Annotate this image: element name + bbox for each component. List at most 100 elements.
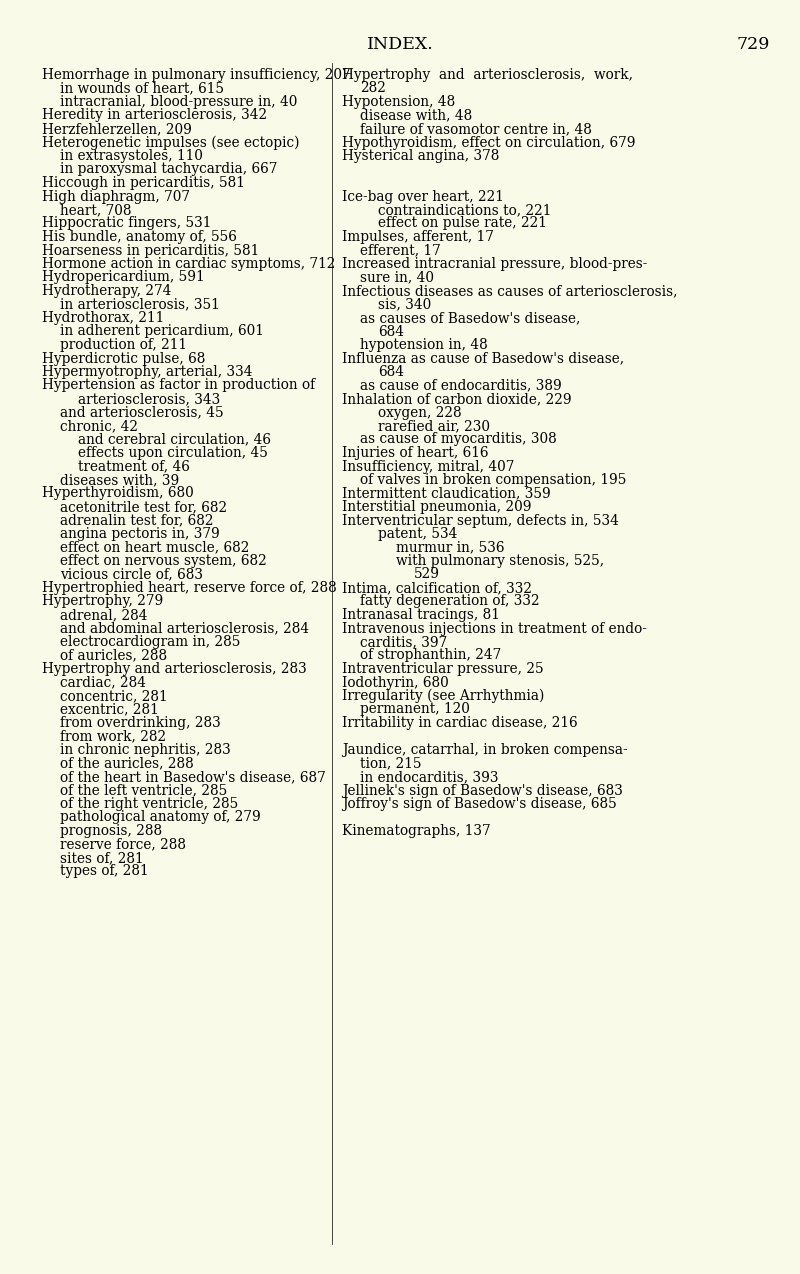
Text: effect on nervous system, 682: effect on nervous system, 682 <box>60 554 266 568</box>
Text: in chronic nephritis, 283: in chronic nephritis, 283 <box>60 743 230 757</box>
Text: in paroxysmal tachycardia, 667: in paroxysmal tachycardia, 667 <box>60 163 278 177</box>
Text: with pulmonary stenosis, 525,: with pulmonary stenosis, 525, <box>396 554 604 568</box>
Text: of valves in broken compensation, 195: of valves in broken compensation, 195 <box>360 473 626 487</box>
Text: Irritability in cardiac disease, 216: Irritability in cardiac disease, 216 <box>342 716 578 730</box>
Text: of the right ventricle, 285: of the right ventricle, 285 <box>60 798 238 812</box>
Text: of the left ventricle, 285: of the left ventricle, 285 <box>60 784 227 798</box>
Text: Hypermyotrophy, arterial, 334: Hypermyotrophy, arterial, 334 <box>42 364 253 378</box>
Text: as causes of Basedow's disease,: as causes of Basedow's disease, <box>360 311 580 325</box>
Text: types of, 281: types of, 281 <box>60 865 149 879</box>
Text: Hyperthyroidism, 680: Hyperthyroidism, 680 <box>42 487 194 501</box>
Text: Hypertrophy and arteriosclerosis, 283: Hypertrophy and arteriosclerosis, 283 <box>42 662 306 676</box>
Text: of auricles, 288: of auricles, 288 <box>60 648 167 662</box>
Text: and abdominal arteriosclerosis, 284: and abdominal arteriosclerosis, 284 <box>60 622 309 636</box>
Text: 529: 529 <box>414 567 440 581</box>
Text: effect on heart muscle, 682: effect on heart muscle, 682 <box>60 540 250 554</box>
Text: Heterogenetic impulses (see ectopic): Heterogenetic impulses (see ectopic) <box>42 135 299 150</box>
Text: of the heart in Basedow's disease, 687: of the heart in Basedow's disease, 687 <box>60 769 326 784</box>
Text: in adherent pericardium, 601: in adherent pericardium, 601 <box>60 325 264 339</box>
Text: Jaundice, catarrhal, in broken compensa-: Jaundice, catarrhal, in broken compensa- <box>342 743 628 757</box>
Text: Increased intracranial pressure, blood-pres-: Increased intracranial pressure, blood-p… <box>342 257 647 271</box>
Text: Inhalation of carbon dioxide, 229: Inhalation of carbon dioxide, 229 <box>342 392 572 406</box>
Text: Hypotension, 48: Hypotension, 48 <box>342 96 455 110</box>
Text: pathological anatomy of, 279: pathological anatomy of, 279 <box>60 810 261 824</box>
Text: effects upon circulation, 45: effects upon circulation, 45 <box>78 446 268 460</box>
Text: High diaphragm, 707: High diaphragm, 707 <box>42 190 190 204</box>
Text: murmur in, 536: murmur in, 536 <box>396 540 505 554</box>
Text: Hypertrophy  and  arteriosclerosis,  work,: Hypertrophy and arteriosclerosis, work, <box>342 68 633 82</box>
Text: fatty degeneration of, 332: fatty degeneration of, 332 <box>360 595 540 609</box>
Text: disease with, 48: disease with, 48 <box>360 108 472 122</box>
Text: contraindications to, 221: contraindications to, 221 <box>378 203 551 217</box>
Text: 684: 684 <box>378 325 404 339</box>
Text: diseases with, 39: diseases with, 39 <box>60 473 179 487</box>
Text: as cause of endocarditis, 389: as cause of endocarditis, 389 <box>360 378 562 392</box>
Text: Injuries of heart, 616: Injuries of heart, 616 <box>342 446 489 460</box>
Text: Hypothyroidism, effect on circulation, 679: Hypothyroidism, effect on circulation, 6… <box>342 135 635 149</box>
Text: intracranial, blood-pressure in, 40: intracranial, blood-pressure in, 40 <box>60 96 298 110</box>
Text: Hormone action in cardiac symptoms, 712: Hormone action in cardiac symptoms, 712 <box>42 257 335 271</box>
Text: concentric, 281: concentric, 281 <box>60 689 168 703</box>
Text: of strophanthin, 247: of strophanthin, 247 <box>360 648 502 662</box>
Text: Insufficiency, mitral, 407: Insufficiency, mitral, 407 <box>342 460 514 474</box>
Text: from work, 282: from work, 282 <box>60 730 166 744</box>
Text: Infectious diseases as causes of arteriosclerosis,: Infectious diseases as causes of arterio… <box>342 284 678 298</box>
Text: oxygen, 228: oxygen, 228 <box>378 405 462 419</box>
Text: and cerebral circulation, 46: and cerebral circulation, 46 <box>78 432 271 446</box>
Text: in arteriosclerosis, 351: in arteriosclerosis, 351 <box>60 298 220 312</box>
Text: efferent, 17: efferent, 17 <box>360 243 441 257</box>
Text: Intraventricular pressure, 25: Intraventricular pressure, 25 <box>342 662 544 676</box>
Text: acetonitrile test for, 682: acetonitrile test for, 682 <box>60 499 227 513</box>
Text: production of, 211: production of, 211 <box>60 338 187 352</box>
Text: and arteriosclerosis, 45: and arteriosclerosis, 45 <box>60 405 224 419</box>
Text: carditis, 397: carditis, 397 <box>360 634 447 648</box>
Text: vicious circle of, 683: vicious circle of, 683 <box>60 567 203 581</box>
Text: Hydrotherapy, 274: Hydrotherapy, 274 <box>42 284 171 298</box>
Text: electrocardiogram in, 285: electrocardiogram in, 285 <box>60 634 240 648</box>
Text: Hydropericardium, 591: Hydropericardium, 591 <box>42 270 205 284</box>
Text: Hydrothorax, 211: Hydrothorax, 211 <box>42 311 164 325</box>
Text: chronic, 42: chronic, 42 <box>60 419 138 433</box>
Text: sure in, 40: sure in, 40 <box>360 270 434 284</box>
Text: Heredity in arteriosclerosis, 342: Heredity in arteriosclerosis, 342 <box>42 108 267 122</box>
Text: Hyperdicrotic pulse, 68: Hyperdicrotic pulse, 68 <box>42 352 206 366</box>
Text: Influenza as cause of Basedow's disease,: Influenza as cause of Basedow's disease, <box>342 352 624 366</box>
Text: rarefied air, 230: rarefied air, 230 <box>378 419 490 433</box>
Text: Intermittent claudication, 359: Intermittent claudication, 359 <box>342 487 550 501</box>
Text: prognosis, 288: prognosis, 288 <box>60 824 162 838</box>
Text: adrenal, 284: adrenal, 284 <box>60 608 147 622</box>
Text: Impulses, afferent, 17: Impulses, afferent, 17 <box>342 231 494 245</box>
Text: permanent, 120: permanent, 120 <box>360 702 470 716</box>
Text: as cause of myocarditis, 308: as cause of myocarditis, 308 <box>360 432 557 446</box>
Text: treatment of, 46: treatment of, 46 <box>78 460 190 474</box>
Text: in extrasystoles, 110: in extrasystoles, 110 <box>60 149 203 163</box>
Text: sis, 340: sis, 340 <box>378 298 431 312</box>
Text: Hoarseness in pericarditis, 581: Hoarseness in pericarditis, 581 <box>42 243 259 257</box>
Text: Hemorrhage in pulmonary insufficiency, 207: Hemorrhage in pulmonary insufficiency, 2… <box>42 68 350 82</box>
Text: tion, 215: tion, 215 <box>360 757 422 771</box>
Text: reserve force, 288: reserve force, 288 <box>60 837 186 851</box>
Text: effect on pulse rate, 221: effect on pulse rate, 221 <box>378 217 547 231</box>
Text: adrenalin test for, 682: adrenalin test for, 682 <box>60 513 214 527</box>
Text: heart, 708: heart, 708 <box>60 203 131 217</box>
Text: Intravenous injections in treatment of endo-: Intravenous injections in treatment of e… <box>342 622 647 636</box>
Text: Kinematographs, 137: Kinematographs, 137 <box>342 824 490 838</box>
Text: Hiccough in pericarditis, 581: Hiccough in pericarditis, 581 <box>42 176 245 190</box>
Text: Intima, calcification of, 332: Intima, calcification of, 332 <box>342 581 532 595</box>
Text: Joffroy's sign of Basedow's disease, 685: Joffroy's sign of Basedow's disease, 685 <box>342 798 617 812</box>
Text: Ice-bag over heart, 221: Ice-bag over heart, 221 <box>342 190 504 204</box>
Text: Jellinek's sign of Basedow's disease, 683: Jellinek's sign of Basedow's disease, 68… <box>342 784 623 798</box>
Text: failure of vasomotor centre in, 48: failure of vasomotor centre in, 48 <box>360 122 592 136</box>
Text: 684: 684 <box>378 364 404 378</box>
Text: in wounds of heart, 615: in wounds of heart, 615 <box>60 82 224 96</box>
Text: from overdrinking, 283: from overdrinking, 283 <box>60 716 221 730</box>
Text: Interstitial pneumonia, 209: Interstitial pneumonia, 209 <box>342 499 531 513</box>
Text: Hypertrophy, 279: Hypertrophy, 279 <box>42 595 163 609</box>
Text: arteriosclerosis, 343: arteriosclerosis, 343 <box>78 392 220 406</box>
Text: of the auricles, 288: of the auricles, 288 <box>60 757 194 771</box>
Text: Interventricular septum, defects in, 534: Interventricular septum, defects in, 534 <box>342 513 619 527</box>
Text: Herzfehlerzellen, 209: Herzfehlerzellen, 209 <box>42 122 192 136</box>
Text: Hypertrophied heart, reserve force of, 288: Hypertrophied heart, reserve force of, 2… <box>42 581 337 595</box>
Text: His bundle, anatomy of, 556: His bundle, anatomy of, 556 <box>42 231 237 245</box>
Text: Hypertension as factor in production of: Hypertension as factor in production of <box>42 378 315 392</box>
